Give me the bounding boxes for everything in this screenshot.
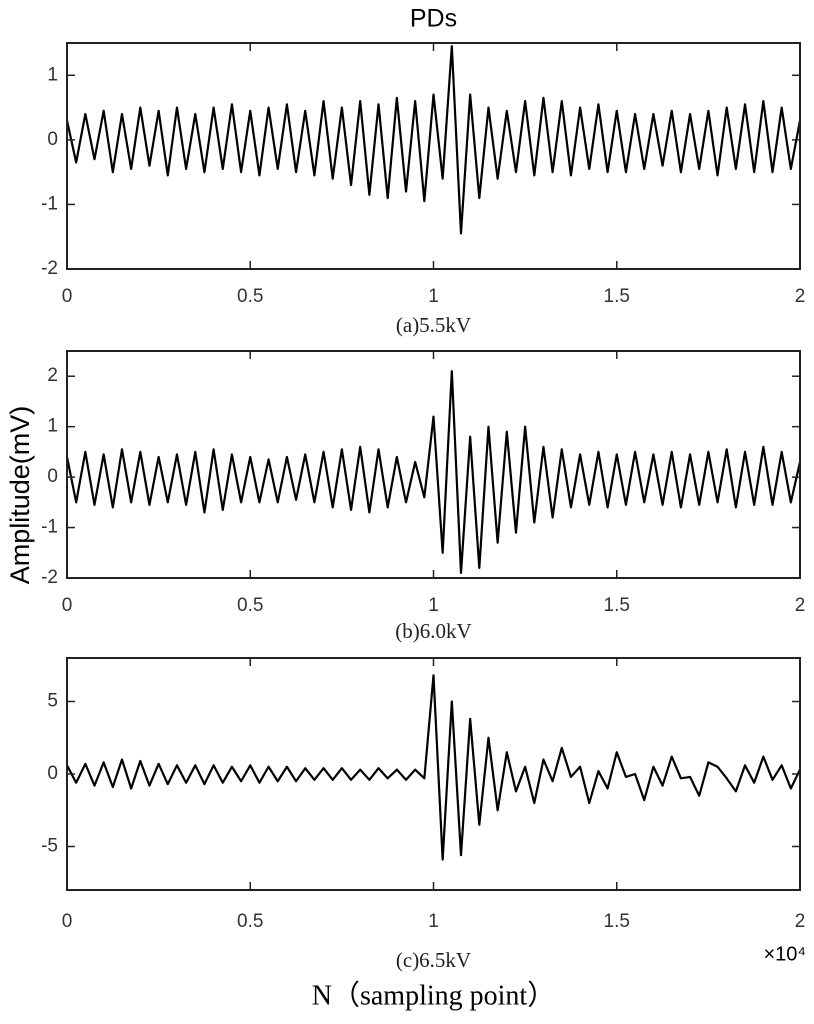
y-tick-label: -5 — [41, 836, 58, 857]
y-tick-label: 0 — [47, 763, 58, 784]
x-tick-label: 1 — [428, 286, 439, 307]
x-tick-label: 2 — [795, 911, 806, 932]
chart-title: PDs — [410, 5, 457, 33]
x-tick-label: 1.5 — [604, 911, 630, 932]
subplot-caption: (a)5.5kV — [396, 313, 471, 337]
x-tick-label: 2 — [795, 286, 806, 307]
y-tick-label: 0 — [47, 466, 58, 487]
signal-line — [67, 370, 800, 575]
signal-line — [67, 45, 800, 235]
x-tick-label: 0 — [62, 911, 73, 932]
x-tick-label: 1.5 — [604, 595, 630, 616]
x-tick-label: 2 — [795, 595, 806, 616]
y-tick-label: 1 — [47, 416, 58, 437]
y-tick-label: -1 — [41, 193, 58, 214]
y-tick-label: 1 — [47, 64, 58, 85]
x-tick-label: 0 — [62, 595, 73, 616]
x-tick-label: 1 — [428, 595, 439, 616]
x-axis-label: N（sampling point） — [312, 979, 555, 1011]
y-axis-label: Amplitude(mV) — [5, 406, 35, 585]
x-tick-label: 0.5 — [237, 595, 263, 616]
x-multiplier: ×10⁴ — [763, 943, 806, 965]
x-tick-label: 0.5 — [237, 911, 263, 932]
y-tick-label: -1 — [41, 517, 58, 538]
y-tick-label: -2 — [41, 567, 58, 588]
y-tick-label: 5 — [47, 691, 58, 712]
y-tick-label: 2 — [47, 365, 58, 386]
x-tick-label: 1.5 — [604, 286, 630, 307]
x-tick-label: 0.5 — [237, 286, 263, 307]
subplot-caption: (b)6.0kV — [395, 619, 471, 643]
axes-box — [66, 350, 801, 579]
axes-box — [66, 42, 801, 270]
signal-line — [67, 674, 800, 861]
x-tick-label: 0 — [62, 286, 73, 307]
x-tick-label: 1 — [428, 911, 439, 932]
y-tick-label: 0 — [47, 129, 58, 150]
y-tick-label: -2 — [41, 258, 58, 279]
subplot-caption: (c)6.5kV — [396, 948, 471, 972]
